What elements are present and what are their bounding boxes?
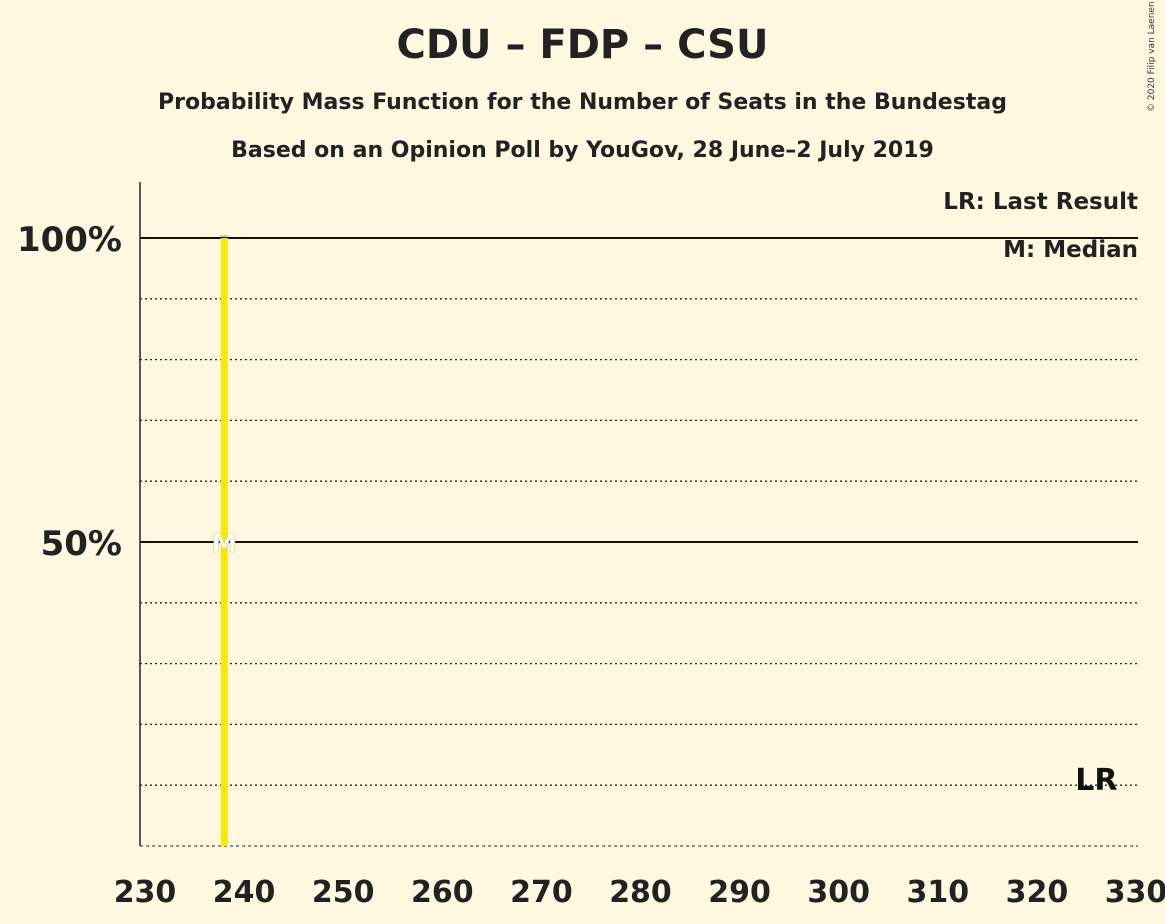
x-tick-label: 320 [1006,875,1069,910]
x-tick-label: 260 [411,875,474,910]
last-result-marker: LR [1075,763,1117,798]
bar-value-label: 100% [220,234,229,238]
legend-last-result: LR: Last Result [943,189,1138,215]
x-tick-label: 280 [609,875,672,910]
chart-subtitle: Probability Mass Function for the Number… [158,90,1007,115]
x-tick-label: 230 [114,875,177,910]
median-marker: M [211,529,237,559]
x-tick-label: 250 [312,875,375,910]
x-tick-label: 330 [1105,875,1165,910]
x-tick-label: 270 [510,875,573,910]
chart-title: CDU – FDP – CSU [396,22,769,68]
y-tick-label: 50% [41,524,122,564]
x-tick-label: 310 [906,875,969,910]
legend-median: M: Median [1003,237,1138,263]
y-tick-label: 100% [17,220,122,260]
x-tick-label: 300 [807,875,870,910]
chart-source-line: Based on an Opinion Poll by YouGov, 28 J… [231,138,934,163]
x-tick-label: 290 [708,875,771,910]
x-tick-label: 240 [213,875,276,910]
bar-seats-238 [220,238,228,846]
